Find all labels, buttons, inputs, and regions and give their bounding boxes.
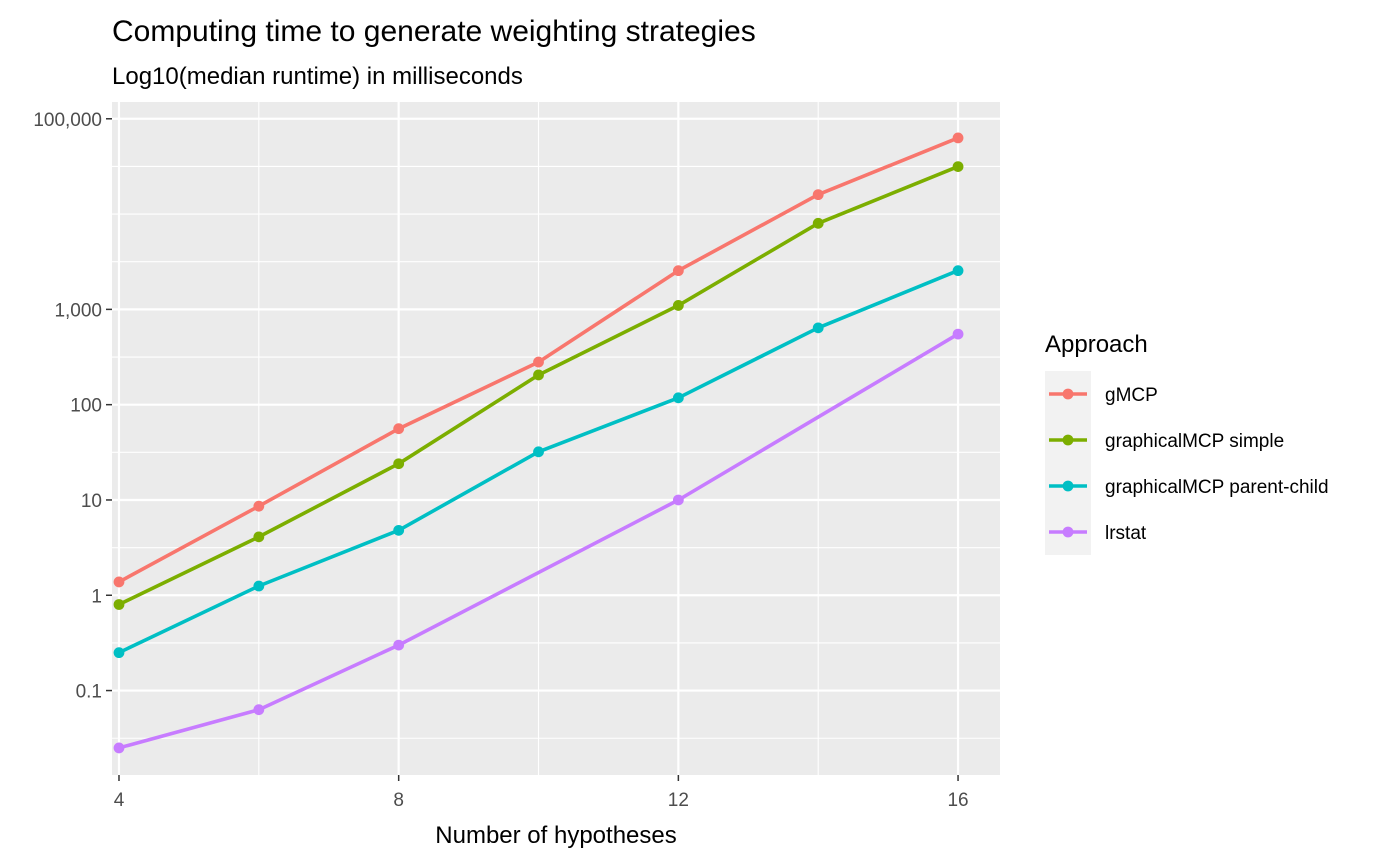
data-point-graphicalmcp-simple [672,300,684,311]
x-tick-label: 16 [947,790,968,811]
data-point-gmcp [672,265,684,277]
legend-item-lrstat: lrstat [1045,509,1147,555]
data-point-gmcp [393,423,405,435]
data-point-gmcp [533,356,544,368]
legend-item-graphicalmcp-simple: graphicalMCP simple [1045,417,1284,463]
data-point-graphicalmcp-simple [952,161,964,172]
grid-minor [112,102,1000,775]
y-tick-label: 1 [91,586,102,607]
data-point-graphicalmcp-parent-child [952,265,964,277]
data-point-graphicalmcp-simple [812,217,824,229]
legend-key-point [1062,388,1074,400]
data-point-graphicalmcp-simple [393,458,405,470]
legend: Approach gMCP graphicalMCP simple graphica… [1045,331,1329,555]
data-point-graphicalmcp-simple [253,531,265,543]
x-tick-label: 4 [114,790,125,811]
series-layer [113,132,964,754]
legend-key-point [1062,526,1074,538]
data-point-graphicalmcp-parent-child [393,524,405,536]
grid-major [112,102,1000,775]
y-tick-label: 0.1 [76,682,102,703]
data-point-graphicalmcp-parent-child [812,322,824,334]
data-point-graphicalmcp-parent-child [672,392,684,404]
data-point-graphicalmcp-simple [113,599,125,610]
x-axis: 4 8 12 16 [114,775,969,811]
data-point-graphicalmcp-parent-child [533,446,544,458]
legend-label: gMCP [1105,385,1158,406]
data-point-gmcp [812,189,824,201]
legend-label: graphicalMCP parent-child [1105,477,1329,498]
data-point-graphicalmcp-parent-child [253,580,265,592]
data-point-graphicalmcp-parent-child [113,647,125,659]
legend-label: lrstat [1105,523,1147,544]
y-axis: 0.1 1 10 100 1,000 100,000 [33,110,112,703]
legend-label: graphicalMCP simple [1105,431,1284,452]
data-point-gmcp [253,500,265,512]
y-tick-label: 100,000 [33,110,102,131]
legend-item-graphicalmcp-parent-child: graphicalMCP parent-child [1045,463,1329,509]
chart-title: Computing time to generate weighting str… [112,15,756,48]
x-tick-label: 12 [668,790,689,811]
data-point-lrstat [393,639,405,651]
data-point-lrstat [253,704,265,716]
data-point-gmcp [952,132,964,144]
y-tick-label: 10 [81,491,102,512]
x-axis-title: Number of hypotheses [435,822,676,849]
legend-title: Approach [1045,331,1148,358]
legend-key-point [1062,434,1074,446]
legend-item-gmcp: gMCP [1045,371,1158,417]
x-tick-label: 8 [393,790,404,811]
chart-subtitle: Log10(median runtime) in milliseconds [112,63,523,90]
y-tick-label: 100 [70,396,102,417]
data-point-lrstat [113,742,125,754]
data-point-lrstat [672,494,684,506]
data-point-lrstat [952,328,964,340]
data-point-graphicalmcp-simple [533,369,544,381]
legend-key-point [1062,480,1074,492]
data-point-gmcp [113,576,125,588]
legend-items: gMCP graphicalMCP simple graphicalMCP pare… [1045,371,1329,555]
y-tick-label: 1,000 [54,300,102,321]
